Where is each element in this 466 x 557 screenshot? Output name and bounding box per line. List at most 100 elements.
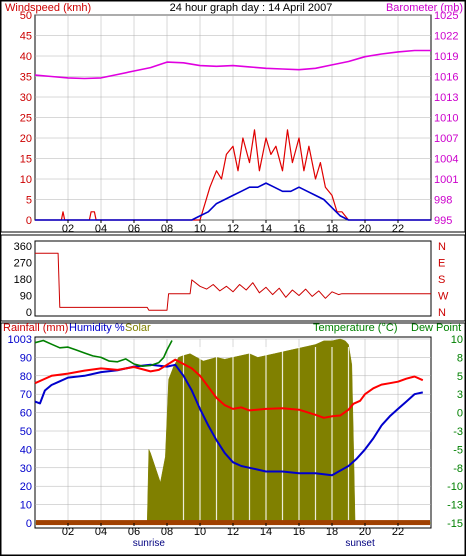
left-tick-label: 80 bbox=[20, 371, 32, 383]
left-tick-label: 30 bbox=[20, 92, 32, 104]
barometer-mb-line bbox=[34, 49, 431, 80]
x-tick-label: 02 bbox=[62, 526, 74, 538]
x-tick-label: 10 bbox=[194, 223, 206, 235]
left-tick-label: 0 bbox=[26, 518, 32, 530]
right-tick-label: 1013 bbox=[434, 92, 458, 104]
left-tick-label: 10 bbox=[20, 500, 32, 512]
right-tick-label: -13 bbox=[447, 500, 463, 512]
right-tick-label: 995 bbox=[434, 215, 452, 227]
left-tick-label: 5 bbox=[26, 195, 32, 207]
x-tick-label: 04 bbox=[95, 526, 107, 538]
left-tick-label: 40 bbox=[20, 444, 32, 456]
x-tick-label: 18 bbox=[326, 223, 338, 235]
x-tick-label: 06 bbox=[128, 223, 140, 235]
wind-barometer-panel: Windspeed (kmh) 24 hour graph day : 14 A… bbox=[1, 1, 466, 246]
sunset-label: sunset bbox=[345, 538, 375, 549]
temperature-tick-labels: -15 -13 -10 -8 -5 -3 0 3 5 8 10 bbox=[447, 334, 463, 530]
x-tick-label: 20 bbox=[359, 223, 371, 235]
sunrise-label: sunrise bbox=[133, 538, 166, 549]
right-tick-label: 10 bbox=[451, 334, 463, 346]
x-tick-label: 12 bbox=[227, 223, 239, 235]
right-tick-label: 1001 bbox=[434, 174, 458, 186]
right-tick-label: 1022 bbox=[434, 31, 458, 43]
left-tick-label: 45 bbox=[20, 31, 32, 43]
x-tick-label: 20 bbox=[359, 526, 371, 538]
left-tick-label: 15 bbox=[20, 154, 32, 166]
x-tick-label: 02 bbox=[62, 223, 74, 235]
temperature-c-line bbox=[34, 358, 424, 419]
x-tick-label: 06 bbox=[128, 526, 140, 538]
right-tick-label: 1007 bbox=[434, 133, 458, 145]
right-tick-label: E bbox=[438, 258, 445, 270]
left-tick-label: 20 bbox=[20, 133, 32, 145]
x-tick-label: 14 bbox=[260, 223, 272, 235]
left-tick-label: 360 bbox=[14, 241, 32, 253]
left-tick-label: 40 bbox=[20, 51, 32, 63]
left-tick-label: 10 bbox=[20, 174, 32, 186]
right-tick-label: 1010 bbox=[434, 113, 458, 125]
right-tick-label: -8 bbox=[453, 463, 463, 475]
left-tick-label: 0 bbox=[26, 307, 32, 319]
windspeed-tick-labels: 0 5 10 15 20 25 30 35 40 45 50 bbox=[20, 10, 32, 227]
direction-degree-labels: 0 90 180 270 360 bbox=[14, 241, 32, 319]
left-tick-label: 0 bbox=[26, 215, 32, 227]
right-tick-label: -5 bbox=[453, 444, 463, 456]
dew-point-axis-title: Dew Point bbox=[411, 322, 461, 334]
chart-title: 24 hour graph day : 14 April 2007 bbox=[170, 2, 333, 14]
left-tick-label: 90 bbox=[20, 352, 32, 364]
barometer-axis-title: Barometer (mb) bbox=[386, 2, 463, 14]
right-tick-label: S bbox=[438, 274, 445, 286]
wind-series bbox=[34, 49, 431, 221]
temperature-axis-title: Temperature (°C) bbox=[313, 322, 397, 334]
right-tick-label: N bbox=[438, 241, 446, 253]
right-tick-label: 1004 bbox=[434, 154, 458, 166]
right-tick-label: N bbox=[438, 307, 446, 319]
left-tick-label: 180 bbox=[14, 274, 32, 286]
x-tick-label: 08 bbox=[161, 223, 173, 235]
right-tick-label: 998 bbox=[434, 195, 452, 207]
right-tick-label: 1025 bbox=[434, 10, 458, 22]
right-tick-label: 8 bbox=[457, 352, 463, 364]
left-tick-label: 20 bbox=[20, 481, 32, 493]
x-tick-label: 22 bbox=[392, 526, 404, 538]
rainfall-mm-bar bbox=[36, 520, 430, 526]
left-tick-label: 70 bbox=[20, 389, 32, 401]
left-tick-label: 90 bbox=[20, 291, 32, 303]
humidity-line bbox=[34, 363, 424, 477]
right-tick-label: 0 bbox=[457, 408, 463, 420]
windspeed-axis-title: Windspeed (kmh) bbox=[5, 2, 91, 14]
left-tick-label: 1003 bbox=[8, 334, 32, 346]
average-windspeed-line bbox=[35, 182, 431, 221]
direction-plot-area bbox=[34, 240, 432, 317]
solar-axis-title: Solar bbox=[125, 322, 151, 334]
x-tick-label: 04 bbox=[95, 223, 107, 235]
barometer-tick-labels: 995 998 1001 1004 1007 1010 1013 1016 1019 1022 10… bbox=[434, 10, 458, 227]
x-tick-label: 12 bbox=[227, 526, 239, 538]
dew-point-line bbox=[34, 339, 173, 367]
temperature-series bbox=[34, 338, 431, 526]
wind-direction-line bbox=[35, 252, 431, 311]
right-tick-label: 1019 bbox=[434, 51, 458, 63]
x-tick-label: 10 bbox=[194, 526, 206, 538]
temperature-x-tick-labels: 02 04 06 08 10 12 14 16 18 20 22 sunrise sunset bbox=[62, 523, 404, 549]
left-tick-label: 50 bbox=[20, 426, 32, 438]
left-tick-label: 50 bbox=[20, 10, 32, 22]
x-tick-label: 16 bbox=[293, 223, 305, 235]
windspeed-kmh-line bbox=[35, 129, 431, 221]
left-tick-label: 270 bbox=[14, 258, 32, 270]
right-tick-label: 5 bbox=[457, 371, 463, 383]
direction-series bbox=[35, 252, 431, 311]
right-tick-label: 1016 bbox=[434, 72, 458, 84]
left-tick-label: 25 bbox=[20, 113, 32, 125]
x-tick-label: 22 bbox=[392, 223, 404, 235]
left-tick-label: 60 bbox=[20, 408, 32, 420]
left-tick-label: 30 bbox=[20, 463, 32, 475]
temperature-humidity-panel: Rainfall (mm) Humidity % Solar Temperatu… bbox=[1, 322, 466, 556]
right-tick-label: -15 bbox=[447, 518, 463, 530]
x-tick-label: 08 bbox=[161, 526, 173, 538]
humidity-tick-labels: 0 10 20 30 40 50 60 70 80 90 1003 bbox=[8, 334, 32, 530]
right-tick-label: 3 bbox=[457, 389, 463, 401]
